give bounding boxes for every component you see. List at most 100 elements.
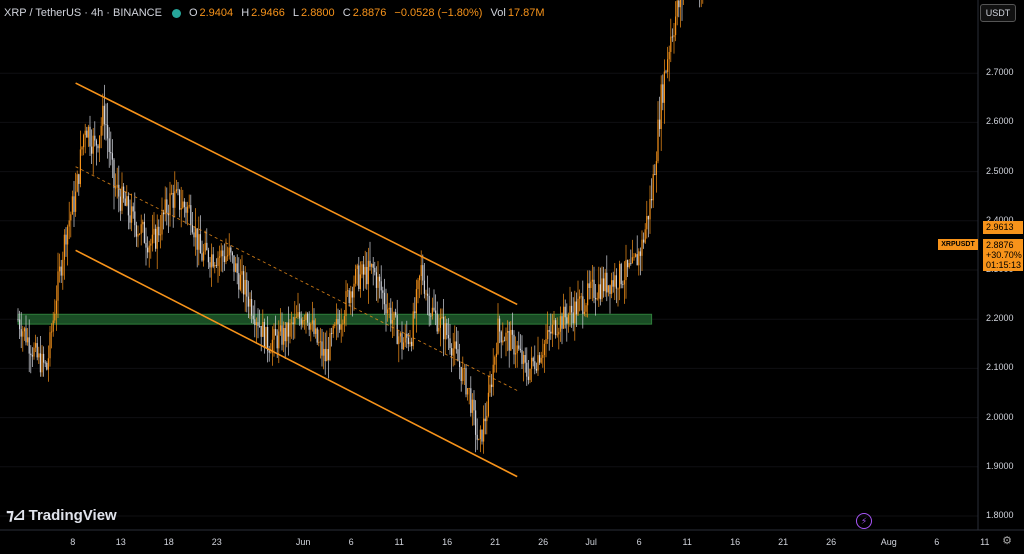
- lightning-icon[interactable]: ⚡: [856, 513, 872, 529]
- candle-body: [286, 322, 288, 342]
- candle-body: [606, 272, 608, 293]
- candle-body: [310, 323, 312, 330]
- candle-body: [534, 361, 536, 370]
- candle-body: [564, 306, 566, 318]
- candle-body: [639, 251, 641, 256]
- candle-body: [612, 280, 614, 287]
- candle-body: [476, 434, 478, 440]
- candle-body: [30, 353, 32, 356]
- candle-body: [268, 350, 270, 353]
- candle-body: [271, 339, 273, 353]
- candle-body: [543, 343, 545, 356]
- candle-body: [430, 315, 432, 317]
- candle-body: [598, 284, 600, 299]
- candle-body: [483, 418, 485, 442]
- candle-body: [276, 335, 278, 349]
- candle-body: [553, 320, 555, 325]
- symbol-title[interactable]: XRP / TetherUS · 4h · BINANCE: [4, 7, 162, 19]
- candle-body: [447, 335, 449, 339]
- time-tick-label: 11: [394, 537, 404, 547]
- time-tick-label: Jun: [295, 537, 311, 547]
- candle-body: [641, 239, 643, 256]
- candle-body: [580, 296, 582, 298]
- currency-button[interactable]: USDT: [980, 4, 1016, 22]
- candle-body: [401, 333, 403, 350]
- current-price: 2.8876: [986, 240, 1014, 250]
- candle-body: [350, 291, 352, 303]
- candle-body: [660, 84, 662, 130]
- candle-body: [94, 135, 96, 141]
- candle-body: [619, 263, 621, 289]
- price-tick-label: 2.1000: [986, 362, 1014, 373]
- low-value: 2.8800: [301, 7, 335, 19]
- candle-body: [179, 189, 181, 210]
- candle-body: [499, 318, 501, 332]
- candle-body: [239, 274, 241, 290]
- candle-body: [449, 338, 451, 349]
- candle-body: [204, 242, 206, 252]
- candlesticks: [17, 0, 704, 454]
- candle-body: [214, 265, 216, 267]
- candle-body: [500, 331, 502, 343]
- candle-body: [590, 281, 592, 289]
- gear-icon[interactable]: ⚙: [1002, 535, 1012, 547]
- price-tick-label: 2.7000: [986, 67, 1014, 78]
- candle-body: [364, 266, 366, 275]
- candle-body: [223, 256, 225, 262]
- candle-body: [385, 304, 387, 314]
- candle-body: [327, 349, 329, 361]
- candle-body: [668, 51, 670, 60]
- candle-body: [159, 234, 161, 236]
- candle-body: [521, 350, 523, 364]
- candle-body: [459, 361, 461, 367]
- candle-body: [206, 242, 208, 251]
- candle-body: [535, 369, 537, 371]
- candle-body: [457, 349, 459, 362]
- time-tick-label: 23: [211, 537, 222, 547]
- open-label: O: [188, 7, 198, 19]
- time-tick-label: 21: [778, 537, 789, 547]
- candle-body: [124, 198, 126, 206]
- candle-body: [121, 186, 123, 211]
- candle-body: [54, 313, 56, 321]
- candle-body: [412, 311, 414, 347]
- candle-body: [569, 305, 571, 315]
- candle-body: [558, 331, 560, 335]
- candle-body: [233, 255, 235, 272]
- candle-body: [623, 280, 625, 285]
- candle-body: [294, 317, 296, 325]
- candle-body: [411, 341, 413, 347]
- candle-body: [147, 247, 149, 253]
- candle-body: [100, 125, 102, 136]
- candle-body: [75, 191, 77, 212]
- volume-label: Vol: [490, 7, 506, 19]
- tradingview-name: TradingView: [28, 506, 117, 524]
- candle-body: [315, 328, 317, 334]
- candle-body: [398, 336, 400, 344]
- candle-body: [487, 392, 489, 416]
- candle-body: [28, 337, 30, 354]
- price-tick-label: 2.2000: [986, 313, 1014, 324]
- candle-body: [415, 289, 417, 314]
- candle-body: [446, 323, 448, 336]
- candle-body: [587, 283, 589, 306]
- candle-body: [185, 207, 187, 213]
- tradingview-logo[interactable]: ⁊⊿ TradingView: [6, 505, 117, 525]
- candle-body: [228, 247, 230, 256]
- candle-body: [545, 339, 547, 344]
- candle-body: [428, 295, 430, 316]
- candle-body: [190, 205, 192, 226]
- candle-body: [38, 353, 40, 358]
- candle-body: [542, 355, 544, 358]
- candle-body: [169, 193, 171, 216]
- price-tick-label: 1.8000: [986, 510, 1014, 520]
- candle-body: [263, 322, 265, 348]
- candle-body: [524, 354, 526, 363]
- candle-body: [47, 358, 49, 370]
- time-tick-label: 26: [826, 537, 837, 547]
- candle-body: [84, 130, 86, 136]
- candle-body: [571, 305, 573, 313]
- price-tick-label: 2.4000: [986, 214, 1014, 225]
- candle-body: [451, 348, 453, 356]
